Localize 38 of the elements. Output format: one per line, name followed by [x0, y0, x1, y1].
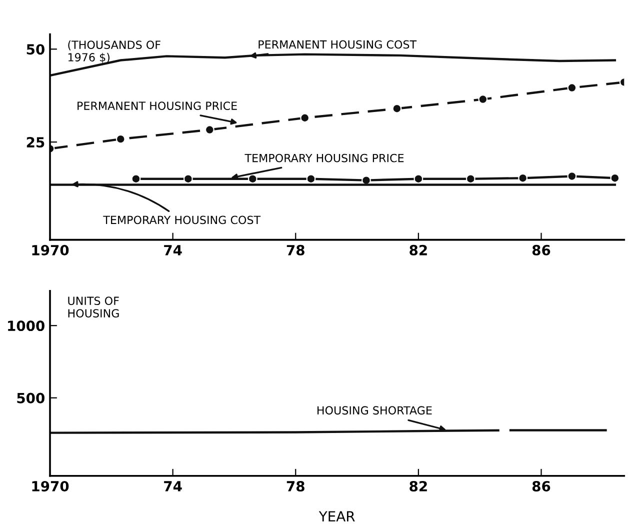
x-tick-label: 78 — [286, 480, 304, 492]
point — [248, 174, 258, 184]
y-tick-label: 1000 — [8, 320, 44, 332]
annotation: TEMPORARY HOUSING PRICE — [244, 154, 404, 162]
line-series — [50, 52, 616, 77]
x-tick-label: 82 — [410, 244, 427, 256]
point — [466, 174, 476, 184]
x-tick-label: 74 — [164, 245, 182, 256]
x-tick-label: 86 — [532, 244, 550, 256]
annotation: PERMANENT HOUSING COST — [258, 40, 417, 49]
y-axis-title: (THOUSANDS OF 1976 $) — [68, 40, 160, 63]
point — [204, 125, 214, 134]
point — [478, 94, 488, 104]
point — [392, 104, 402, 114]
x-axis-title: YEAR — [318, 511, 355, 522]
x-tick-label: 1970 — [32, 244, 69, 256]
point — [183, 174, 193, 184]
point — [306, 174, 316, 184]
y-axis-title: UNITS OF HOUSING — [68, 296, 119, 318]
y-tick-label: 50 — [26, 44, 44, 55]
point — [300, 113, 310, 123]
x-tick-label: 82 — [410, 480, 427, 492]
y-tick-label: 500 — [17, 392, 44, 404]
point — [131, 174, 141, 184]
x-tick-label: 1970 — [32, 480, 69, 492]
y-tick-label: 25 — [26, 137, 44, 148]
point — [518, 173, 528, 183]
point — [414, 174, 424, 184]
annotation: PERMANENT HOUSING PRICE — [78, 102, 237, 110]
point — [116, 134, 126, 144]
x-tick-label: 78 — [286, 244, 304, 256]
x-tick-label: 86 — [532, 480, 550, 492]
x-tick-label: 74 — [164, 481, 182, 492]
point — [567, 172, 577, 181]
annotation: HOUSING SHORTAGE — [318, 406, 432, 415]
point — [567, 83, 577, 92]
point — [610, 173, 620, 183]
annotation: TEMPORARY HOUSING COST — [103, 216, 261, 224]
